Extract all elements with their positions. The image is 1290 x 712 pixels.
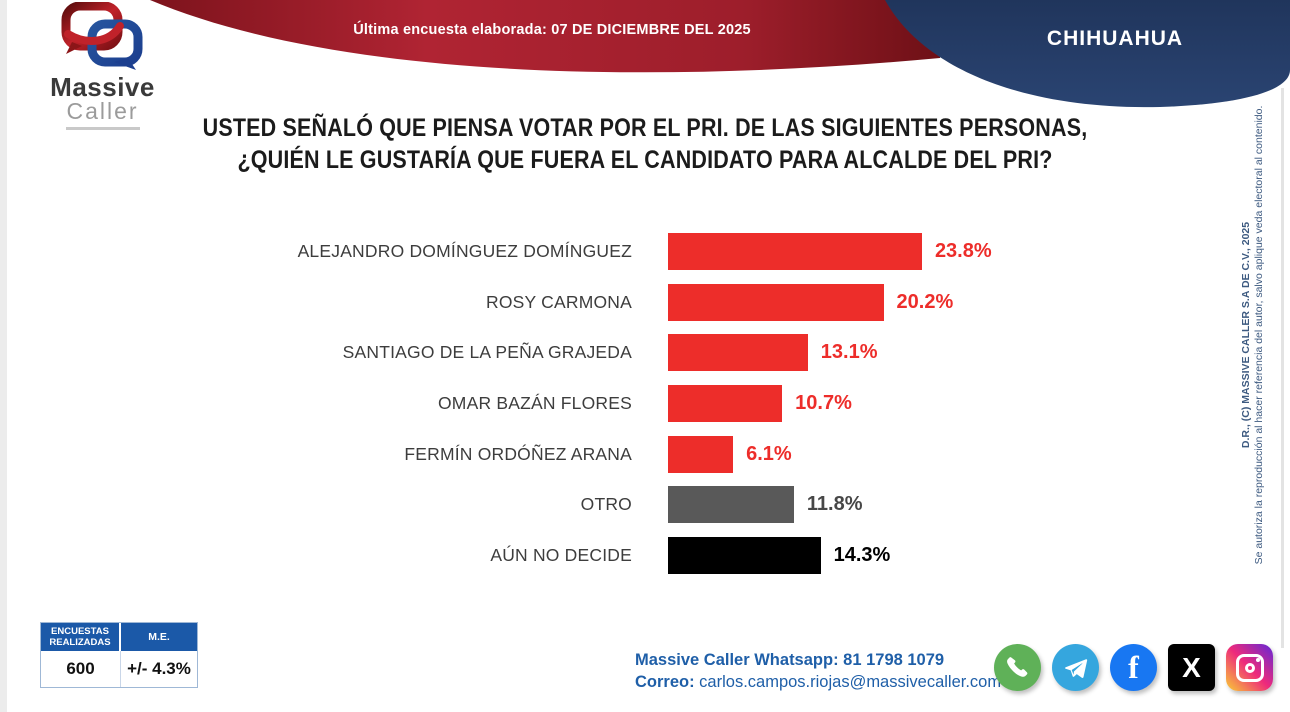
sample-stats-table: ENCUESTAS REALIZADAS M.E. 600 +/- 4.3% [40, 622, 198, 688]
telegram-icon[interactable] [1052, 644, 1099, 691]
surveys-count: 600 [41, 651, 121, 687]
bar [668, 233, 922, 270]
slide-left-edge [0, 0, 7, 712]
whatsapp-contact-line: Massive Caller Whatsapp: 81 1798 1079 [635, 651, 945, 669]
copyright-line-2: Se autoriza la reproducción al hacer ref… [1253, 105, 1265, 565]
chart-row: OTRO 11.8% [0, 486, 1240, 524]
facebook-icon[interactable]: f [1110, 644, 1157, 691]
value-label: 13.1% [820, 341, 878, 364]
bar [668, 486, 794, 524]
massive-caller-logo: Massive Caller [30, 2, 175, 130]
category-label: OTRO [580, 494, 632, 515]
logo-bubbles-icon [61, 2, 142, 70]
category-label: ROSY CARMONA [486, 291, 632, 312]
category-label: FERMÍN ORDÓÑEZ ARANA [404, 443, 632, 464]
logo-text-massive: Massive [50, 72, 155, 102]
chart-row: SANTIAGO DE LA PEÑA GRAJEDA 13.1% [0, 334, 1240, 372]
question-line-2: ¿QUIÉN LE GUSTARÍA QUE FUERA EL CANDIDAT… [237, 146, 1053, 174]
category-label: AÚN NO DECIDE [490, 545, 632, 566]
bar-chart: ALEJANDRO DOMÍNGUEZ DOMÍNGUEZ 23.8% ROSY… [0, 233, 1240, 588]
copyright-line-1: D.R., (C) MASSIVE CALLER S.A DE C.V., 20… [1240, 221, 1252, 449]
slide-right-edge [1281, 88, 1284, 648]
question-line-1: USTED SEÑALÓ QUE PIENSA VOTAR POR EL PRI… [202, 114, 1088, 142]
red-ribbon-shape [150, 0, 940, 73]
category-label: ALEJANDRO DOMÍNGUEZ DOMÍNGUEZ [297, 241, 632, 261]
value-label: 6.1% [746, 442, 792, 465]
bar [668, 537, 821, 575]
email-contact-line: Correo: carlos.campos.riojas@massivecall… [635, 671, 1001, 693]
copyright-notice: D.R., (C) MASSIVE CALLER S.A DE C.V., 20… [1240, 75, 1266, 595]
region-title: CHIHUAHUA [1046, 27, 1184, 50]
email-address: carlos.campos.riojas@massivecaller.com [694, 673, 1002, 691]
instagram-flash-dot [1255, 657, 1260, 662]
surveys-header-cell: ENCUESTAS REALIZADAS [41, 623, 121, 651]
chart-row: ALEJANDRO DOMÍNGUEZ DOMÍNGUEZ 23.8% [0, 233, 1240, 270]
facebook-glyph: f [1128, 649, 1139, 685]
value-label: 11.8% [806, 493, 863, 516]
x-glyph: X [1182, 651, 1201, 683]
value-label: 20.2% [896, 290, 954, 313]
logo-text-caller: Caller [66, 98, 139, 124]
whatsapp-icon[interactable] [994, 644, 1041, 691]
x-twitter-icon[interactable]: X [1168, 644, 1215, 691]
bar [668, 283, 884, 321]
email-label: Correo: [635, 673, 695, 691]
bar [668, 435, 734, 473]
chart-row: ROSY CARMONA 20.2% [0, 283, 1240, 321]
bar [668, 385, 783, 423]
last-survey-date: Última encuesta elaborada: 07 DE DICIEMB… [353, 22, 751, 38]
chart-row: FERMÍN ORDÓÑEZ ARANA 6.1% [0, 435, 1240, 473]
navy-curve-shape [885, 0, 1290, 108]
instagram-lens [1244, 662, 1255, 673]
question-title: USTED SEÑALÓ QUE PIENSA VOTAR POR EL PRI… [0, 114, 1290, 175]
bar [668, 334, 808, 372]
margin-error-value: +/- 4.3% [127, 659, 191, 678]
category-label: SANTIAGO DE LA PEÑA GRAJEDA [342, 342, 632, 363]
header-banner [150, 0, 1290, 108]
margin-error-header-cell: M.E. [148, 630, 170, 643]
instagram-icon[interactable] [1226, 644, 1273, 691]
value-label: 14.3% [833, 544, 891, 567]
value-label: 23.8% [934, 240, 992, 262]
chart-row: AÚN NO DECIDE 14.3% [0, 537, 1240, 575]
instagram-camera-outline [1235, 653, 1264, 682]
value-label: 10.7% [795, 392, 852, 415]
category-label: OMAR BAZÁN FLORES [438, 393, 632, 414]
stats-value-row: 600 +/- 4.3% [41, 651, 197, 687]
contact-info: Massive Caller Whatsapp: 81 1798 1079 Co… [635, 649, 1001, 693]
stats-header-row: ENCUESTAS REALIZADAS M.E. [41, 623, 197, 651]
social-icons: f X [994, 644, 1273, 691]
logo-tagline [65, 127, 140, 130]
chart-row: OMAR BAZÁN FLORES 10.7% [0, 385, 1240, 423]
